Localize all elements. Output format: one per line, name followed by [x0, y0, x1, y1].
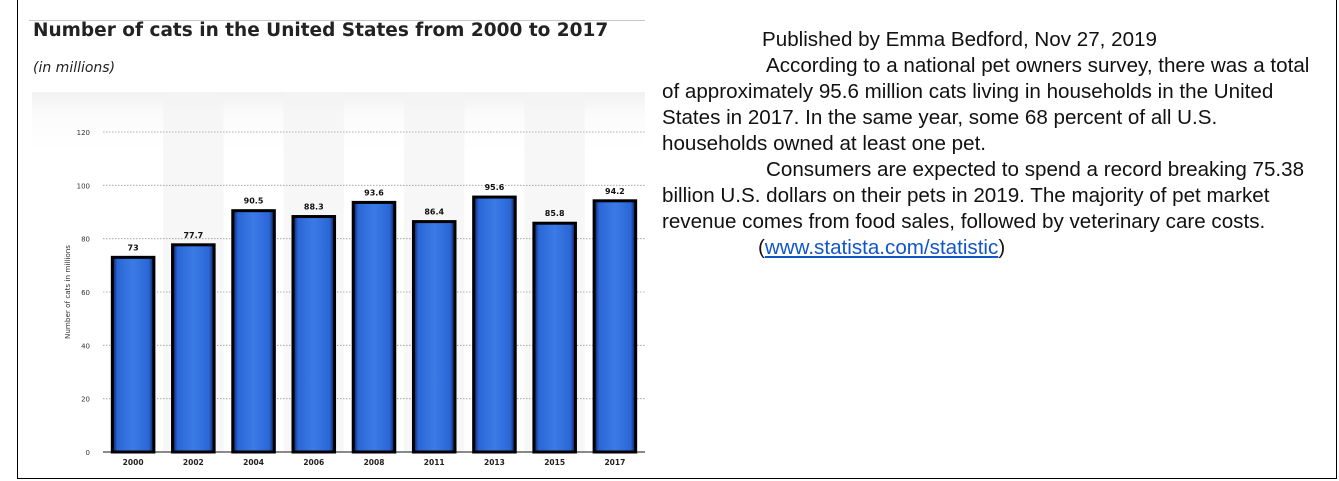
- y-tick-label: 20: [81, 396, 90, 404]
- data-label: 93.6: [364, 188, 384, 197]
- y-axis-title: Number of cats in millions: [63, 245, 72, 339]
- data-label: 90.5: [244, 197, 264, 206]
- bar: [171, 243, 216, 454]
- data-label: 88.3: [304, 203, 324, 212]
- y-tick-label: 100: [77, 182, 90, 190]
- data-label: 94.2: [605, 187, 625, 196]
- x-tick-label: 2006: [303, 458, 324, 467]
- x-tick-label: 2015: [544, 458, 565, 467]
- paragraph-1: According to a national pet owners surve…: [662, 54, 1310, 155]
- y-tick-label: 120: [77, 129, 90, 137]
- bar-chart: 0 20 40 60 80 100 120 Number of cats in million…: [63, 92, 645, 467]
- source-close-paren: ): [998, 236, 1006, 259]
- title-divider: [29, 20, 645, 21]
- data-label: 77.7: [183, 231, 203, 240]
- source-line: (www.statista.com/statistic): [662, 235, 1322, 261]
- article-text: Published by Emma Bedford, Nov 27, 2019 …: [662, 27, 1322, 261]
- x-tick-label: 2013: [484, 458, 505, 467]
- y-tick-label: 80: [81, 236, 90, 244]
- x-tick-label: 2004: [243, 458, 264, 467]
- data-label: 73: [128, 243, 139, 252]
- bar: [411, 220, 457, 454]
- paragraph-2: Consumers are expected to spend a record…: [662, 158, 1305, 233]
- x-tick-label: 2017: [604, 458, 625, 467]
- source-link[interactable]: www.statista.com/statistic: [764, 236, 999, 259]
- y-tick-label: 0: [86, 449, 90, 457]
- bar: [532, 221, 577, 454]
- chart-image: Number of cats in the United States from…: [29, 8, 645, 474]
- x-tick-label: 2011: [424, 458, 445, 467]
- bar: [291, 215, 337, 454]
- data-label: 95.6: [485, 183, 505, 192]
- chart-subtitle: (in millions): [33, 60, 116, 76]
- plot-area: 0 20 40 60 80 100 120 Number of cats in million…: [32, 92, 645, 470]
- y-tick-label: 40: [81, 342, 90, 350]
- document-frame: [17, 0, 1337, 479]
- bar: [110, 255, 156, 454]
- x-tick-label: 2000: [123, 458, 144, 467]
- chart-title: Number of cats in the United States from…: [33, 20, 609, 41]
- x-tick-label: 2008: [364, 458, 385, 467]
- bar: [231, 209, 276, 454]
- data-label: 86.4: [424, 208, 444, 217]
- bar: [592, 199, 638, 454]
- x-tick-label: 2002: [183, 458, 204, 467]
- y-tick-label: 60: [81, 289, 90, 297]
- data-label: 85.8: [545, 209, 565, 218]
- published-line: Published by Emma Bedford, Nov 27, 2019: [762, 28, 1157, 51]
- source-open-paren: (: [758, 236, 765, 259]
- bar: [472, 195, 517, 454]
- bar: [351, 200, 397, 454]
